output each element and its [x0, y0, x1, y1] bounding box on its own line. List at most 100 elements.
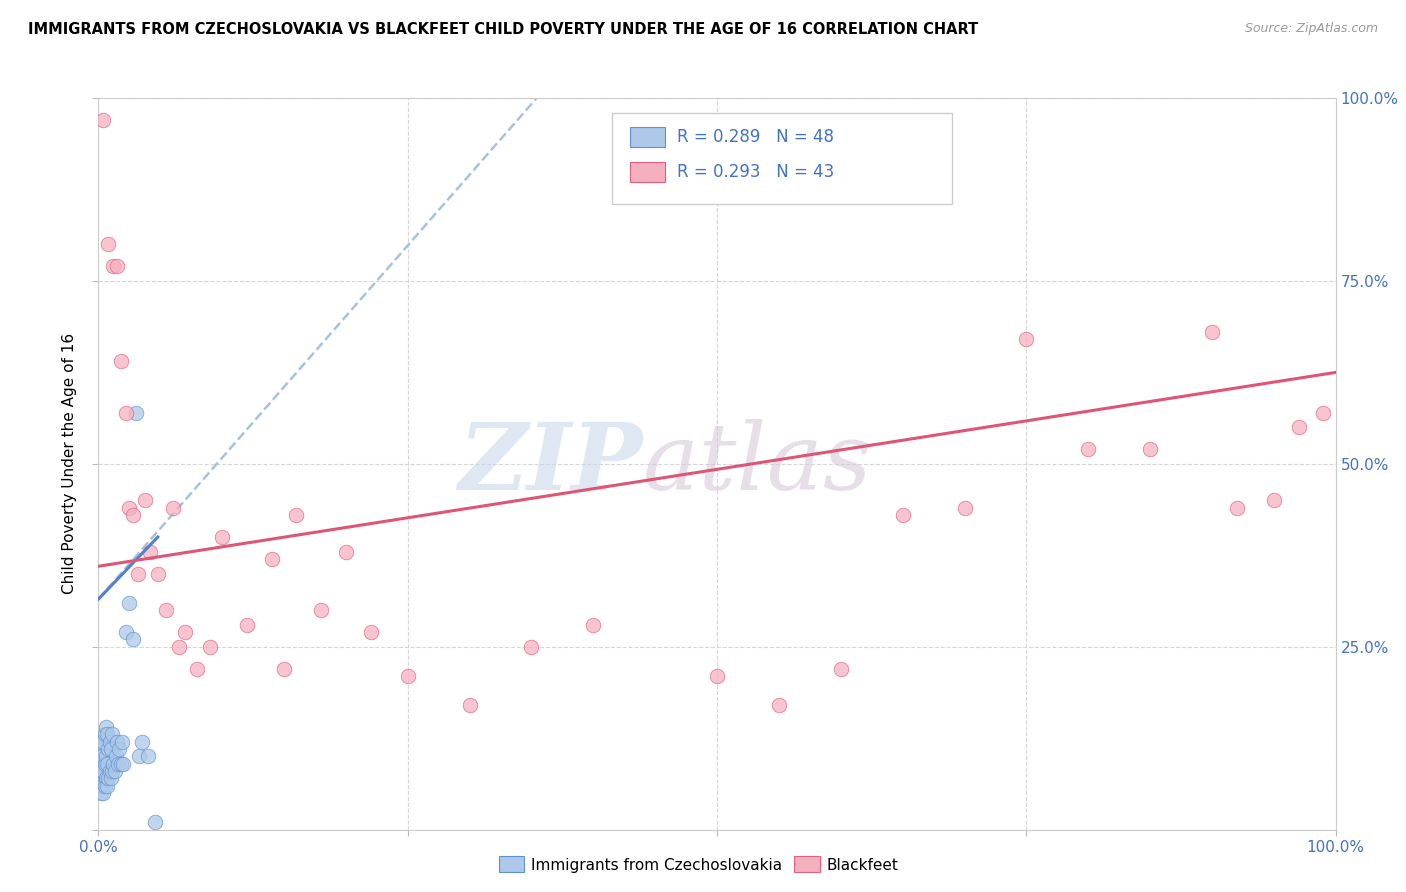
Point [768, 698, 790, 713]
Point [124, 406, 146, 420]
Point [105, 260, 128, 274]
Point [112, 756, 135, 771]
Point [260, 552, 283, 566]
Point [127, 566, 149, 581]
Point [953, 500, 976, 515]
Point [891, 508, 914, 522]
Point [90, 786, 112, 800]
Point [122, 632, 145, 647]
Point [103, 260, 125, 274]
Point [114, 406, 136, 420]
Point [110, 354, 132, 368]
Text: atlas: atlas [643, 419, 872, 508]
Point [1015, 333, 1038, 347]
Point [830, 662, 852, 676]
Text: R = 0.293   N = 43: R = 0.293 N = 43 [678, 163, 835, 181]
Point [198, 640, 221, 654]
Point [89, 749, 111, 764]
Point [118, 596, 141, 610]
Point [100, 742, 122, 756]
Point [167, 640, 190, 654]
Point [162, 500, 184, 515]
Point [94, 749, 117, 764]
Point [236, 617, 259, 632]
Point [174, 625, 197, 640]
Point [1312, 406, 1334, 420]
Point [107, 756, 129, 771]
Point [582, 617, 605, 632]
Point [122, 508, 145, 522]
Point [98, 735, 121, 749]
Text: Blackfeet: Blackfeet [827, 858, 898, 872]
Point [91, 749, 114, 764]
Point [458, 698, 481, 713]
Point [108, 742, 131, 756]
Text: ZIP: ZIP [458, 419, 643, 508]
Point [96, 756, 118, 771]
Text: IMMIGRANTS FROM CZECHOSLOVAKIA VS BLACKFEET CHILD POVERTY UNDER THE AGE OF 16 CO: IMMIGRANTS FROM CZECHOSLOVAKIA VS BLACKF… [28, 22, 979, 37]
Point [285, 508, 308, 522]
Point [360, 625, 382, 640]
Point [101, 727, 124, 741]
Point [90, 756, 112, 771]
Point [128, 749, 150, 764]
Text: Source: ZipAtlas.com: Source: ZipAtlas.com [1244, 22, 1378, 36]
Point [1288, 420, 1310, 434]
Point [309, 603, 332, 617]
Point [396, 669, 419, 683]
Point [96, 779, 118, 793]
Point [98, 764, 121, 778]
Point [89, 735, 111, 749]
Point [97, 742, 120, 756]
Point [93, 113, 115, 128]
Y-axis label: Child Poverty Under the Age of 16: Child Poverty Under the Age of 16 [62, 334, 77, 594]
Point [89, 764, 111, 778]
Point [97, 237, 120, 252]
Point [97, 772, 120, 786]
Point [101, 764, 124, 778]
Point [93, 764, 115, 778]
Point [118, 500, 141, 515]
Point [273, 662, 295, 676]
Point [94, 720, 117, 734]
Point [91, 779, 114, 793]
Point [90, 772, 112, 786]
Point [94, 772, 117, 786]
Point [93, 786, 115, 800]
Point [136, 749, 159, 764]
Point [335, 544, 357, 558]
Point [1139, 442, 1161, 457]
Point [93, 779, 115, 793]
Point [1263, 493, 1285, 508]
Point [1077, 442, 1099, 457]
Point [111, 735, 134, 749]
Point [100, 772, 122, 786]
Point [211, 530, 233, 544]
Point [93, 756, 115, 771]
Point [706, 669, 728, 683]
Point [134, 493, 156, 508]
Point [155, 603, 177, 617]
Point [131, 735, 153, 749]
Point [104, 749, 127, 764]
Point [114, 625, 136, 640]
Point [93, 727, 115, 741]
Text: Immigrants from Czechoslovakia: Immigrants from Czechoslovakia [531, 858, 783, 872]
Point [139, 544, 162, 558]
Point [146, 566, 169, 581]
FancyBboxPatch shape [612, 112, 952, 204]
Point [103, 764, 125, 778]
Point [1201, 325, 1223, 339]
Bar [630, 161, 665, 182]
Point [93, 735, 115, 749]
Point [90, 742, 112, 756]
Bar [630, 127, 665, 147]
Point [186, 662, 208, 676]
Text: R = 0.289   N = 48: R = 0.289 N = 48 [678, 128, 835, 146]
Point [110, 756, 132, 771]
Point [105, 735, 128, 749]
Point [520, 640, 543, 654]
Point [103, 756, 125, 771]
Point [89, 779, 111, 793]
Point [91, 764, 114, 778]
